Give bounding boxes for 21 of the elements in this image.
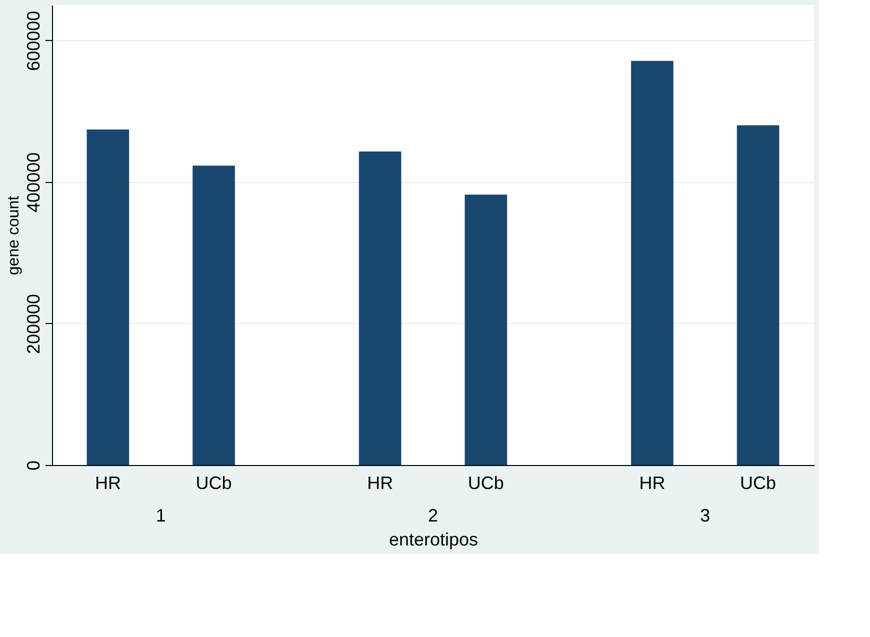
bar: [736, 125, 780, 465]
text: UCb: [468, 473, 504, 493]
series-label: UCb: [196, 473, 232, 493]
bar: [464, 194, 508, 465]
bar: [631, 60, 674, 465]
text: HR: [639, 473, 666, 493]
text: UCb: [740, 473, 776, 493]
bar: [86, 130, 130, 465]
text: HR: [367, 473, 394, 493]
y-tick-label: 600000: [24, 10, 44, 71]
bar: [358, 151, 402, 465]
y-tick-label: 0: [24, 460, 44, 471]
series-label: HR: [94, 473, 121, 493]
x-axis-title: enterotipos: [388, 530, 478, 550]
x-tick-label: 1: [156, 506, 166, 526]
y-axis-title: gene count: [6, 195, 22, 276]
y-tick-label: 200000: [24, 294, 44, 354]
x-tick-label: 3: [700, 506, 710, 526]
y-tick-label: 400000: [24, 152, 44, 212]
x-tick-label: 2: [428, 506, 438, 526]
bar: [192, 166, 235, 465]
